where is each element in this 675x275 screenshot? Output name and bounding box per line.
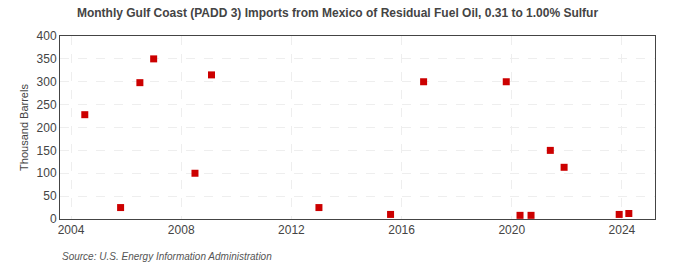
svg-text:2012: 2012 bbox=[278, 223, 305, 237]
svg-text:100: 100 bbox=[37, 166, 57, 180]
svg-text:400: 400 bbox=[37, 29, 57, 43]
svg-text:Monthly Gulf Coast (PADD 3) Im: Monthly Gulf Coast (PADD 3) Imports from… bbox=[77, 6, 599, 20]
svg-text:2024: 2024 bbox=[609, 223, 636, 237]
svg-text:2020: 2020 bbox=[498, 223, 525, 237]
svg-text:250: 250 bbox=[37, 98, 57, 112]
svg-text:Source: U.S. Energy Informatio: Source: U.S. Energy Information Administ… bbox=[62, 251, 272, 262]
svg-text:2004: 2004 bbox=[58, 223, 85, 237]
svg-text:300: 300 bbox=[37, 75, 57, 89]
svg-text:200: 200 bbox=[37, 121, 57, 135]
svg-text:150: 150 bbox=[37, 144, 57, 158]
svg-text:0: 0 bbox=[50, 212, 57, 226]
svg-text:2016: 2016 bbox=[388, 223, 415, 237]
svg-text:2008: 2008 bbox=[168, 223, 195, 237]
svg-text:Thousand Barrels: Thousand Barrels bbox=[18, 84, 30, 171]
svg-text:50: 50 bbox=[43, 189, 57, 203]
svg-text:350: 350 bbox=[37, 52, 57, 66]
